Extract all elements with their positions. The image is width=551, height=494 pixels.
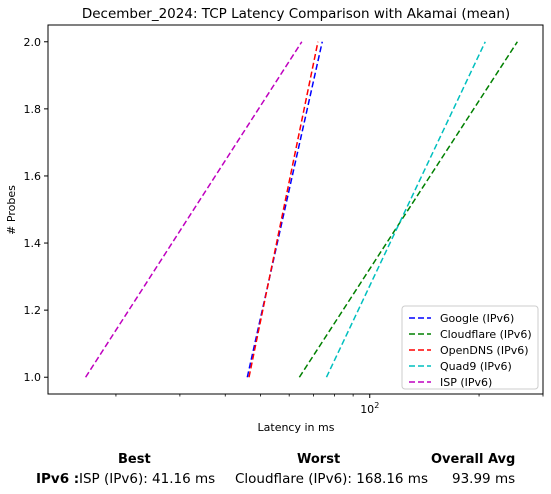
legend-label: Quad9 (IPv6) (440, 360, 512, 373)
overall-avg-value: 93.99 ms (452, 471, 516, 487)
legend-label: Google (IPv6) (440, 312, 514, 325)
y-tick-label: 1.4 (24, 237, 42, 250)
series-line (325, 41, 486, 378)
best-value: ISP (IPv6): 41.16 ms (79, 471, 216, 487)
x-tick-label: 102 (360, 401, 379, 416)
x-axis-label: Latency in ms (258, 421, 335, 434)
latency-chart: December_2024: TCP Latency Comparison wi… (5, 6, 544, 434)
worst-header: Worst (297, 452, 341, 467)
legend-label: Cloudflare (IPv6) (440, 328, 532, 341)
series-lines (84, 41, 518, 378)
chart-title: December_2024: TCP Latency Comparison wi… (82, 6, 510, 22)
legend-box (401, 305, 539, 390)
legend: Google (IPv6) Cloudflare (IPv6) OpenDNS (I… (401, 305, 539, 390)
y-tick-label: 1.2 (24, 304, 42, 317)
legend-label: ISP (IPv6) (440, 376, 492, 389)
y-tick-label: 2.0 (24, 36, 42, 49)
legend-label: OpenDNS (IPv6) (440, 344, 529, 357)
y-axis-label: # Probes (5, 185, 18, 235)
best-header: Best (118, 452, 151, 467)
axis-ticks: 1.0 1.2 1.4 1.6 1.8 2.0 102 (24, 36, 544, 416)
overall-avg-header: Overall Avg (431, 452, 516, 467)
ipv6-row-label: IPv6 : (36, 471, 80, 487)
stats-panel: Best Worst Overall Avg IPv6 : ISP (IPv6)… (0, 448, 551, 494)
y-tick-label: 1.6 (24, 170, 42, 183)
y-tick-label: 1.8 (24, 103, 42, 116)
worst-value: Cloudflare (IPv6): 168.16 ms (235, 471, 428, 487)
series-line (298, 41, 518, 378)
series-line (248, 41, 319, 378)
y-tick-label: 1.0 (24, 371, 42, 384)
series-line (84, 41, 303, 378)
